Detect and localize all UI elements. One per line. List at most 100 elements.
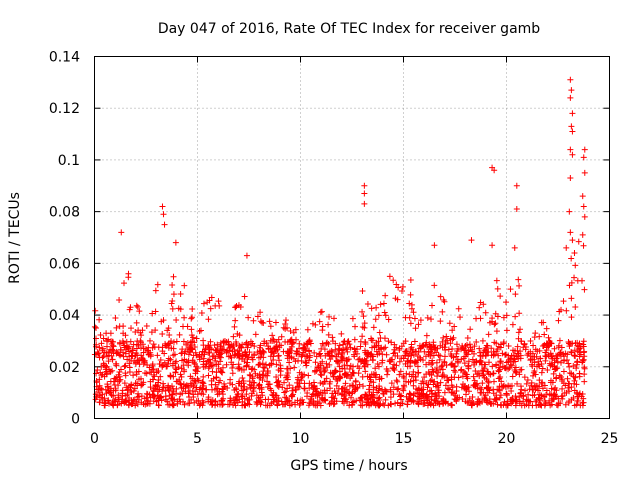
data-point [230, 333, 237, 340]
data-point [176, 396, 183, 403]
data-point [344, 340, 351, 347]
data-point [152, 382, 159, 389]
data-point [161, 221, 168, 228]
data-point [572, 353, 579, 360]
data-point [237, 344, 244, 351]
data-point [180, 362, 187, 369]
data-point [290, 355, 297, 362]
data-point [566, 388, 573, 395]
data-point [253, 398, 260, 405]
data-point [509, 373, 516, 380]
data-point [188, 396, 195, 403]
data-point [160, 380, 167, 387]
data-point [494, 285, 501, 292]
data-point [246, 378, 253, 385]
data-point [326, 380, 333, 387]
data-point [206, 349, 213, 356]
data-point [479, 398, 486, 405]
data-point [444, 337, 451, 344]
data-point [391, 361, 398, 368]
data-point [335, 345, 342, 352]
data-point [449, 345, 456, 352]
data-point [571, 380, 578, 387]
data-point [239, 356, 246, 363]
data-point [191, 377, 198, 384]
data-point [442, 398, 449, 405]
data-point [379, 359, 386, 366]
data-point [361, 200, 368, 207]
data-point [428, 396, 435, 403]
data-point [574, 277, 581, 284]
data-point [548, 385, 555, 392]
data-point [157, 373, 164, 380]
data-point [430, 369, 437, 376]
data-point [133, 319, 140, 326]
data-point [419, 390, 426, 397]
data-point [244, 396, 251, 403]
data-point [106, 389, 113, 396]
data-point [556, 337, 563, 344]
data-point [233, 386, 240, 393]
data-point [135, 390, 142, 397]
data-point [200, 380, 207, 387]
data-point [553, 387, 560, 394]
data-point [190, 383, 197, 390]
data-point [218, 369, 225, 376]
data-point [566, 282, 573, 289]
data-point [461, 382, 468, 389]
data-point [423, 339, 430, 346]
data-point [472, 368, 479, 375]
data-point [305, 372, 312, 379]
data-point [340, 395, 347, 402]
data-point [319, 327, 326, 334]
x-tick-label: 10 [292, 431, 310, 447]
data-point [575, 238, 582, 245]
data-point [295, 357, 302, 364]
data-point [490, 348, 497, 355]
data-point [130, 341, 137, 348]
data-point [134, 401, 141, 408]
data-point [491, 339, 498, 346]
data-point [258, 386, 265, 393]
data-point [304, 390, 311, 397]
data-point [243, 252, 250, 259]
data-point [366, 382, 373, 389]
data-point [110, 392, 117, 399]
data-point [500, 339, 507, 346]
data-point [315, 363, 322, 370]
data-point [199, 348, 206, 355]
data-point [309, 391, 316, 398]
data-point [569, 237, 576, 244]
data-point [160, 211, 167, 218]
data-point [155, 379, 162, 386]
data-point [390, 391, 397, 398]
data-point [254, 313, 261, 320]
data-point [323, 375, 330, 382]
data-point [179, 398, 186, 405]
data-point [568, 370, 575, 377]
data-point [185, 384, 192, 391]
data-point [508, 387, 515, 394]
data-point [153, 398, 160, 405]
data-point [92, 343, 99, 350]
data-point [480, 371, 487, 378]
data-point [543, 387, 550, 394]
data-point [302, 353, 309, 360]
data-point [298, 374, 305, 381]
data-point [528, 382, 535, 389]
data-point [245, 314, 252, 321]
data-point [194, 375, 201, 382]
data-point [490, 390, 497, 397]
data-point [544, 341, 551, 348]
x-tick-label: 25 [601, 431, 619, 447]
data-point [362, 339, 369, 346]
data-point [539, 365, 546, 372]
data-point [232, 304, 239, 311]
data-point [358, 394, 365, 401]
data-point [202, 363, 209, 370]
data-point [407, 359, 414, 366]
data-point [159, 331, 166, 338]
data-point [325, 331, 332, 338]
data-point [529, 372, 536, 379]
data-point [170, 291, 177, 298]
